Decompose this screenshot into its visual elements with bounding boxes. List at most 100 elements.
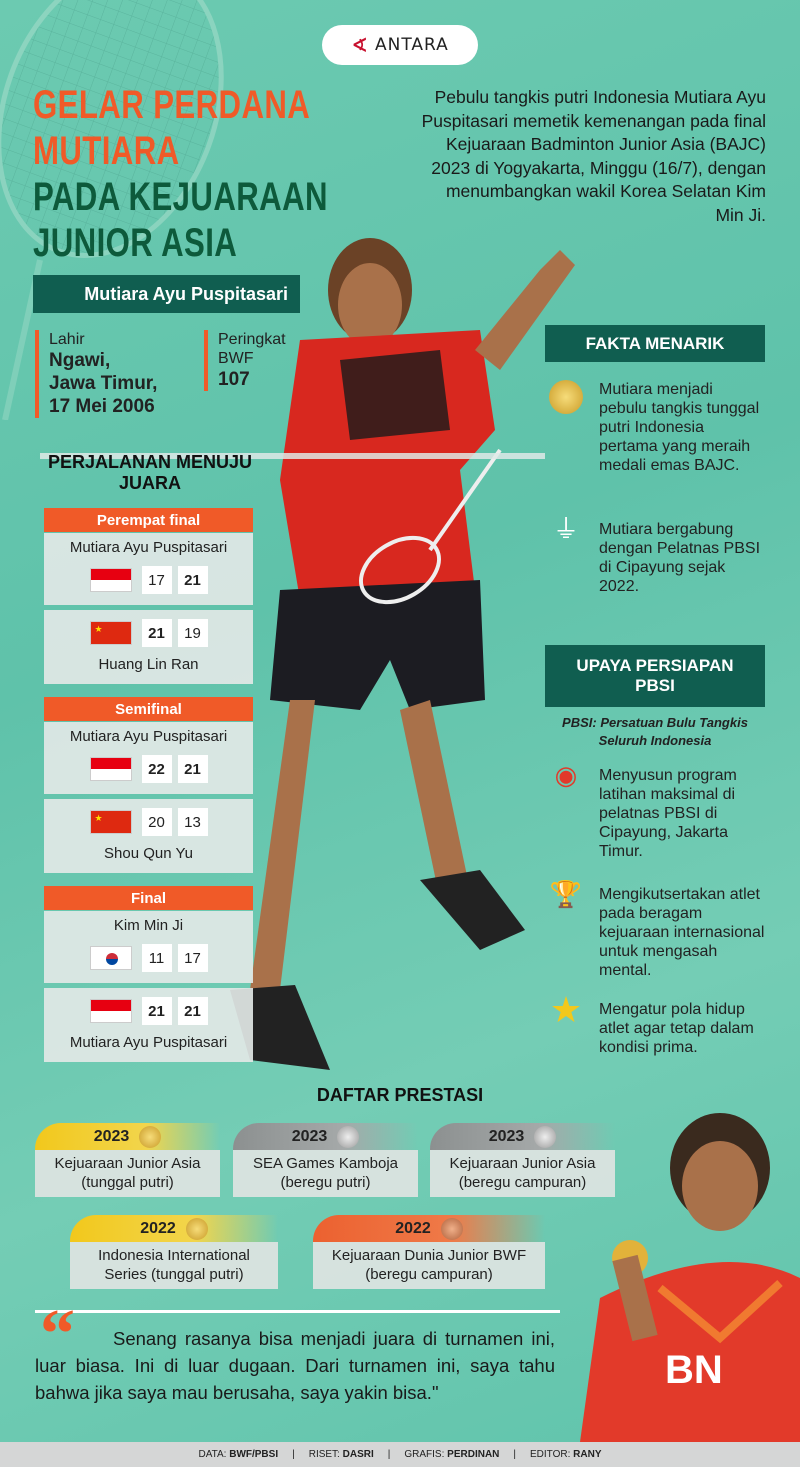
stage-header: Semifinal (44, 697, 253, 721)
stage-header: Final (44, 886, 253, 910)
page-title: GELAR PERDANA MUTIARA PADA KEJUARAAN JUN… (33, 82, 439, 266)
bronze-medal-icon (440, 1217, 463, 1240)
born-province: Jawa Timur, (49, 373, 158, 394)
profile-name: Mutiara Ayu Puspitasari (33, 275, 300, 313)
quote-mark-icon: “ (40, 1296, 75, 1373)
footer-editor-label: EDITOR: (530, 1449, 571, 1460)
player-name: Mutiara Ayu Puspitasari (69, 728, 228, 745)
footer-editor: RANY (573, 1449, 602, 1460)
score: 19 (177, 619, 208, 647)
footer-grafis: PERDINAN (447, 1449, 500, 1460)
player-photo (230, 238, 575, 1070)
born-place: Ngawi, (49, 350, 111, 371)
indonesia-flag-icon (89, 999, 132, 1023)
match-card: Kim Min Ji 11 17 (44, 911, 253, 983)
footer-credits: DATA: BWF/PBSI | RISET: DASRI | GRAFIS: … (0, 1442, 800, 1467)
score: 21 (141, 997, 172, 1025)
achievement-card: 2023 SEA Games Kamboja (beregu putri) (233, 1123, 418, 1197)
footer-riset: DASRI (342, 1449, 374, 1460)
achievement-year: 2023 (93, 1128, 130, 1145)
achievement-category: (tunggal putri) (81, 1174, 174, 1191)
footer-separator: | (513, 1449, 516, 1460)
achievement-event: Indonesia International (98, 1247, 250, 1264)
intro-paragraph: Pebulu tangkis putri Indonesia Mutiara A… (421, 87, 766, 225)
footer-separator: | (387, 1449, 391, 1460)
gold-medal-icon (549, 380, 583, 414)
achievement-card: 2022 Indonesia International Series (tungg… (70, 1215, 278, 1289)
journey-title: PERJALANAN MENUJU JUARA (30, 452, 270, 494)
prep-text: Menyusun program latihan maksimal di pel… (599, 767, 737, 860)
quote-text: Senang rasanya bisa menjadi juara di tur… (35, 1328, 555, 1403)
achievement-category: (beregu campuran) (458, 1174, 587, 1191)
prep-title: UPAYA PERSIAPAN PBSI (545, 645, 765, 707)
silver-medal-icon (337, 1125, 360, 1148)
rank-label-bwf: BWF (218, 350, 254, 367)
achievement-card: 2023 Kejuaraan Junior Asia (tunggal putri) (35, 1123, 220, 1197)
achievement-year: 2023 (291, 1128, 328, 1145)
fact-item: ⏚ Mutiara bergabung dengan Pelatnas PBSI … (545, 514, 765, 596)
score: 21 (141, 619, 172, 647)
quote: Senang rasanya bisa menjadi juara di tur… (35, 1325, 555, 1406)
stage-header: Perempat final (44, 508, 253, 532)
fact-text: Mutiara bergabung dengan Pelatnas PBSI d… (599, 521, 761, 595)
achievement-year: 2022 (140, 1220, 176, 1237)
achievement-category: (beregu putri) (280, 1174, 371, 1191)
achievement-year: 2022 (395, 1220, 431, 1237)
born-date: 17 Mei 2006 (49, 396, 155, 417)
footer-data-label: DATA: (198, 1449, 227, 1460)
location-shuttlecock-icon: ◉ (554, 760, 578, 790)
star-icon: ★ (549, 989, 583, 1030)
title-line-2: PADA KEJUARAAN (33, 175, 328, 219)
player-name: Shou Qun Yu (104, 845, 193, 862)
china-flag-icon (89, 621, 132, 645)
gold-medal-icon (185, 1217, 208, 1240)
indonesia-flag-icon (89, 568, 132, 592)
score: 11 (141, 944, 172, 972)
fact-text: Mutiara menjadi pebulu tangkis tunggal p… (599, 381, 760, 474)
score: 20 (141, 808, 172, 836)
born-info: Lahir Ngawi, Jawa Timur, 17 Mei 2006 (35, 330, 157, 418)
player-name: Mutiara Ayu Puspitasari (69, 1034, 228, 1051)
achievements-title: DAFTAR PRESTASI (316, 1085, 484, 1105)
prep-title-line-1: UPAYA PERSIAPAN (576, 656, 734, 675)
footer-data: BWF/PBSI (229, 1449, 279, 1460)
prep-item: ★ Mengatur pola hidup atlet agar tetap da… (545, 989, 765, 1057)
player-name: Kim Min Ji (113, 917, 184, 934)
player-portrait-photo: BN (580, 1113, 800, 1442)
rank-label: Peringkat (218, 331, 286, 348)
achievement-card: 2023 Kejuaraan Junior Asia (beregu campura… (430, 1123, 615, 1197)
prep-title-line-2: PBSI (635, 676, 675, 695)
title-line-3: JUNIOR ASIA (33, 221, 238, 265)
title-line-1: GELAR PERDANA MUTIARA (33, 83, 310, 173)
achievement-event: Kejuaraan Junior Asia (449, 1155, 596, 1172)
score: 21 (177, 997, 208, 1025)
achievement-event: Kejuaraan Dunia Junior BWF (331, 1247, 527, 1264)
score: 22 (141, 755, 172, 783)
match-card: 21 21 Mutiara Ayu Puspitasari (44, 988, 253, 1062)
net (40, 453, 545, 459)
rank-info: Peringkat BWF 107 (204, 330, 286, 391)
footer-riset-label: RISET: (308, 1449, 340, 1460)
prep-item: 🏆 Mengikutsertakan atlet pada beragam kej… (545, 879, 765, 980)
trophy-shuttlecock-icon: 🏆 (549, 879, 583, 909)
achievement-category: Series (tunggal putri) (104, 1266, 244, 1283)
journey-title-line-2: JUARA (118, 473, 181, 493)
fact-item: Mutiara menjadi pebulu tangkis tunggal p… (545, 380, 765, 475)
prep-item: ◉ Menyusun program latihan maksimal di pe… (545, 760, 765, 861)
achievement-card: 2022 Kejuaraan Dunia Junior BWF (beregu ca… (313, 1215, 545, 1289)
antara-logo: ∢ ANTARA (322, 25, 478, 65)
achievement-category: (beregu campuran) (365, 1266, 493, 1283)
score: 21 (177, 755, 208, 783)
score: 17 (141, 566, 172, 594)
prep-subtitle: PBSI: Persatuan Bulu Tangkis Seluruh Ind… (562, 715, 748, 748)
racket-illustration (0, 0, 224, 420)
facts-title: FAKTA MENARIK (545, 325, 765, 362)
shuttlecock-icon: ⏚ (552, 514, 579, 544)
gold-medal-icon (139, 1125, 162, 1148)
divider (35, 1310, 560, 1313)
silver-medal-icon (534, 1125, 557, 1148)
achievement-event: Kejuaraan Junior Asia (54, 1155, 201, 1172)
match-card: Mutiara Ayu Puspitasari 22 21 (44, 722, 253, 794)
